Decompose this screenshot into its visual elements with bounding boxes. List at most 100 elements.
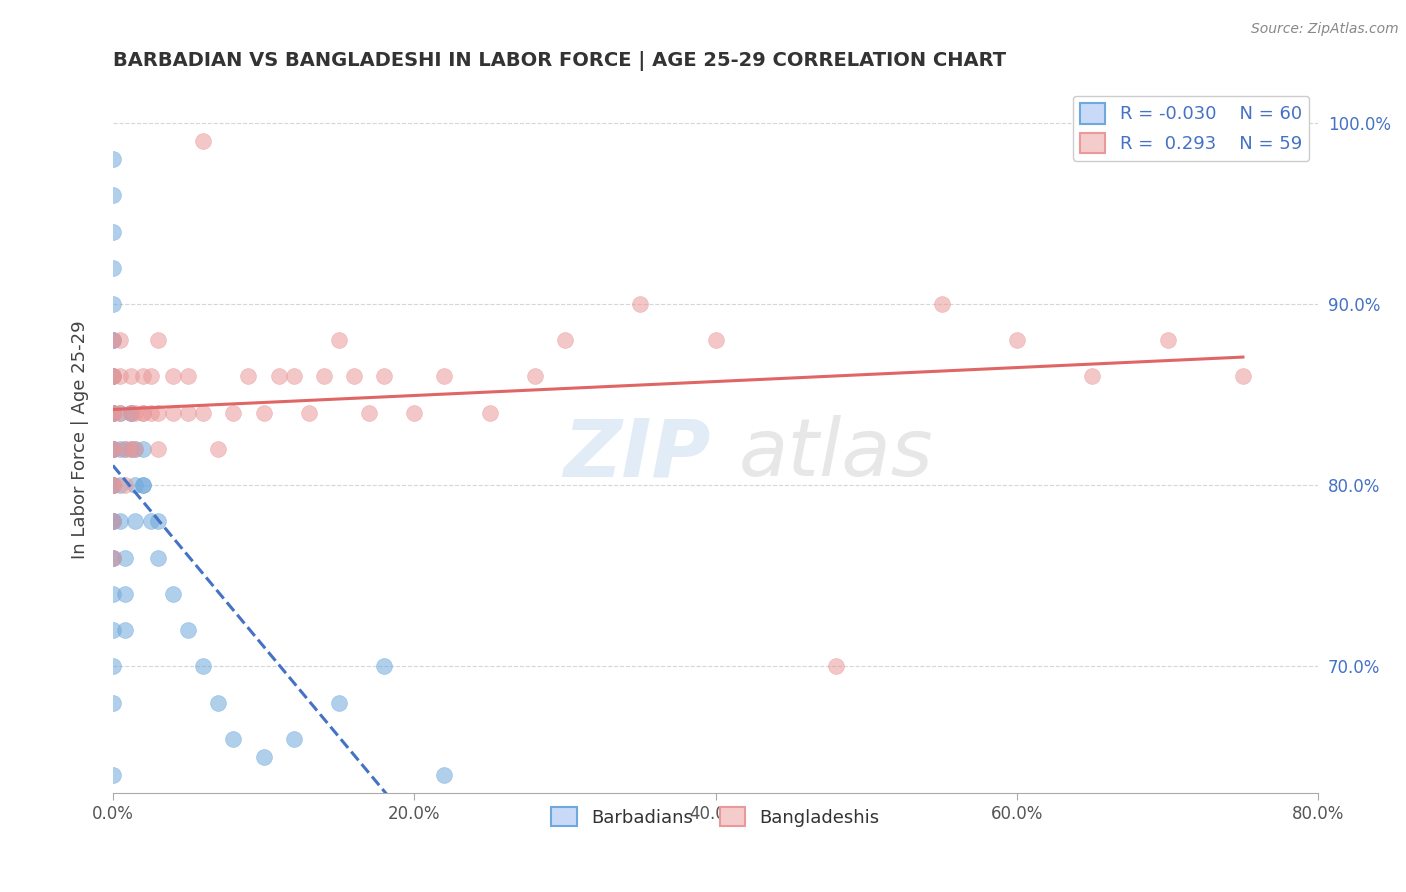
Point [101,550,124,565]
Point [433,369,456,384]
Point [433,768,456,782]
Point [373,659,395,673]
Text: ZIP: ZIP [564,415,711,493]
Point [110,406,132,420]
Point [132,406,155,420]
Point [101,587,124,601]
Text: BARBADIAN VS BANGLADESHI IN LABOR FORCE | AGE 25-29 CORRELATION CHART: BARBADIAN VS BANGLADESHI IN LABOR FORCE … [112,51,1005,70]
Point [146,550,169,565]
Point [177,369,200,384]
Point [101,260,124,275]
Text: Source: ZipAtlas.com: Source: ZipAtlas.com [1251,22,1399,37]
Point [101,333,124,347]
Point [704,333,727,347]
Point [110,333,132,347]
Point [343,369,366,384]
Point [101,442,124,456]
Point [931,297,953,311]
Point [825,659,848,673]
Point [193,659,215,673]
Y-axis label: In Labor Force | Age 25-29: In Labor Force | Age 25-29 [72,320,89,559]
Point [120,406,142,420]
Legend: Barbadians, Bangladeshis: Barbadians, Bangladeshis [544,800,887,834]
Point [177,406,200,420]
Point [283,731,305,746]
Point [124,406,146,420]
Point [146,442,169,456]
Point [101,659,124,673]
Point [146,515,169,529]
Point [162,587,184,601]
Point [114,478,136,492]
Point [132,478,155,492]
Point [101,478,124,492]
Point [110,478,132,492]
Point [1081,369,1104,384]
Point [267,369,290,384]
Point [523,369,546,384]
Point [114,624,136,638]
Point [101,188,124,202]
Point [101,406,124,420]
Point [328,696,350,710]
Point [101,515,124,529]
Point [252,406,274,420]
Point [101,515,124,529]
Point [373,369,395,384]
Point [114,442,136,456]
Point [1156,333,1178,347]
Point [1005,333,1028,347]
Point [554,333,576,347]
Point [193,134,215,148]
Point [101,478,124,492]
Point [101,515,124,529]
Point [114,442,136,456]
Point [139,406,162,420]
Point [298,406,321,420]
Point [132,406,155,420]
Point [114,550,136,565]
Point [101,333,124,347]
Point [120,369,142,384]
Point [101,369,124,384]
Point [177,624,200,638]
Point [101,369,124,384]
Point [101,225,124,239]
Point [207,696,229,710]
Point [101,696,124,710]
Point [101,333,124,347]
Point [628,297,651,311]
Point [101,442,124,456]
Point [101,768,124,782]
Point [101,442,124,456]
Point [283,369,305,384]
Text: atlas: atlas [738,415,934,493]
Point [357,406,380,420]
Point [404,406,426,420]
Point [146,333,169,347]
Point [101,624,124,638]
Point [110,515,132,529]
Point [207,442,229,456]
Point [328,333,350,347]
Point [101,515,124,529]
Point [101,442,124,456]
Point [238,369,260,384]
Point [110,442,132,456]
Point [110,406,132,420]
Point [101,406,124,420]
Point [120,406,142,420]
Point [222,731,245,746]
Point [132,369,155,384]
Point [101,369,124,384]
Point [101,406,124,420]
Point [114,587,136,601]
Point [252,750,274,764]
Point [139,515,162,529]
Point [478,406,501,420]
Point [101,550,124,565]
Point [101,478,124,492]
Point [120,406,142,420]
Point [101,406,124,420]
Point [124,515,146,529]
